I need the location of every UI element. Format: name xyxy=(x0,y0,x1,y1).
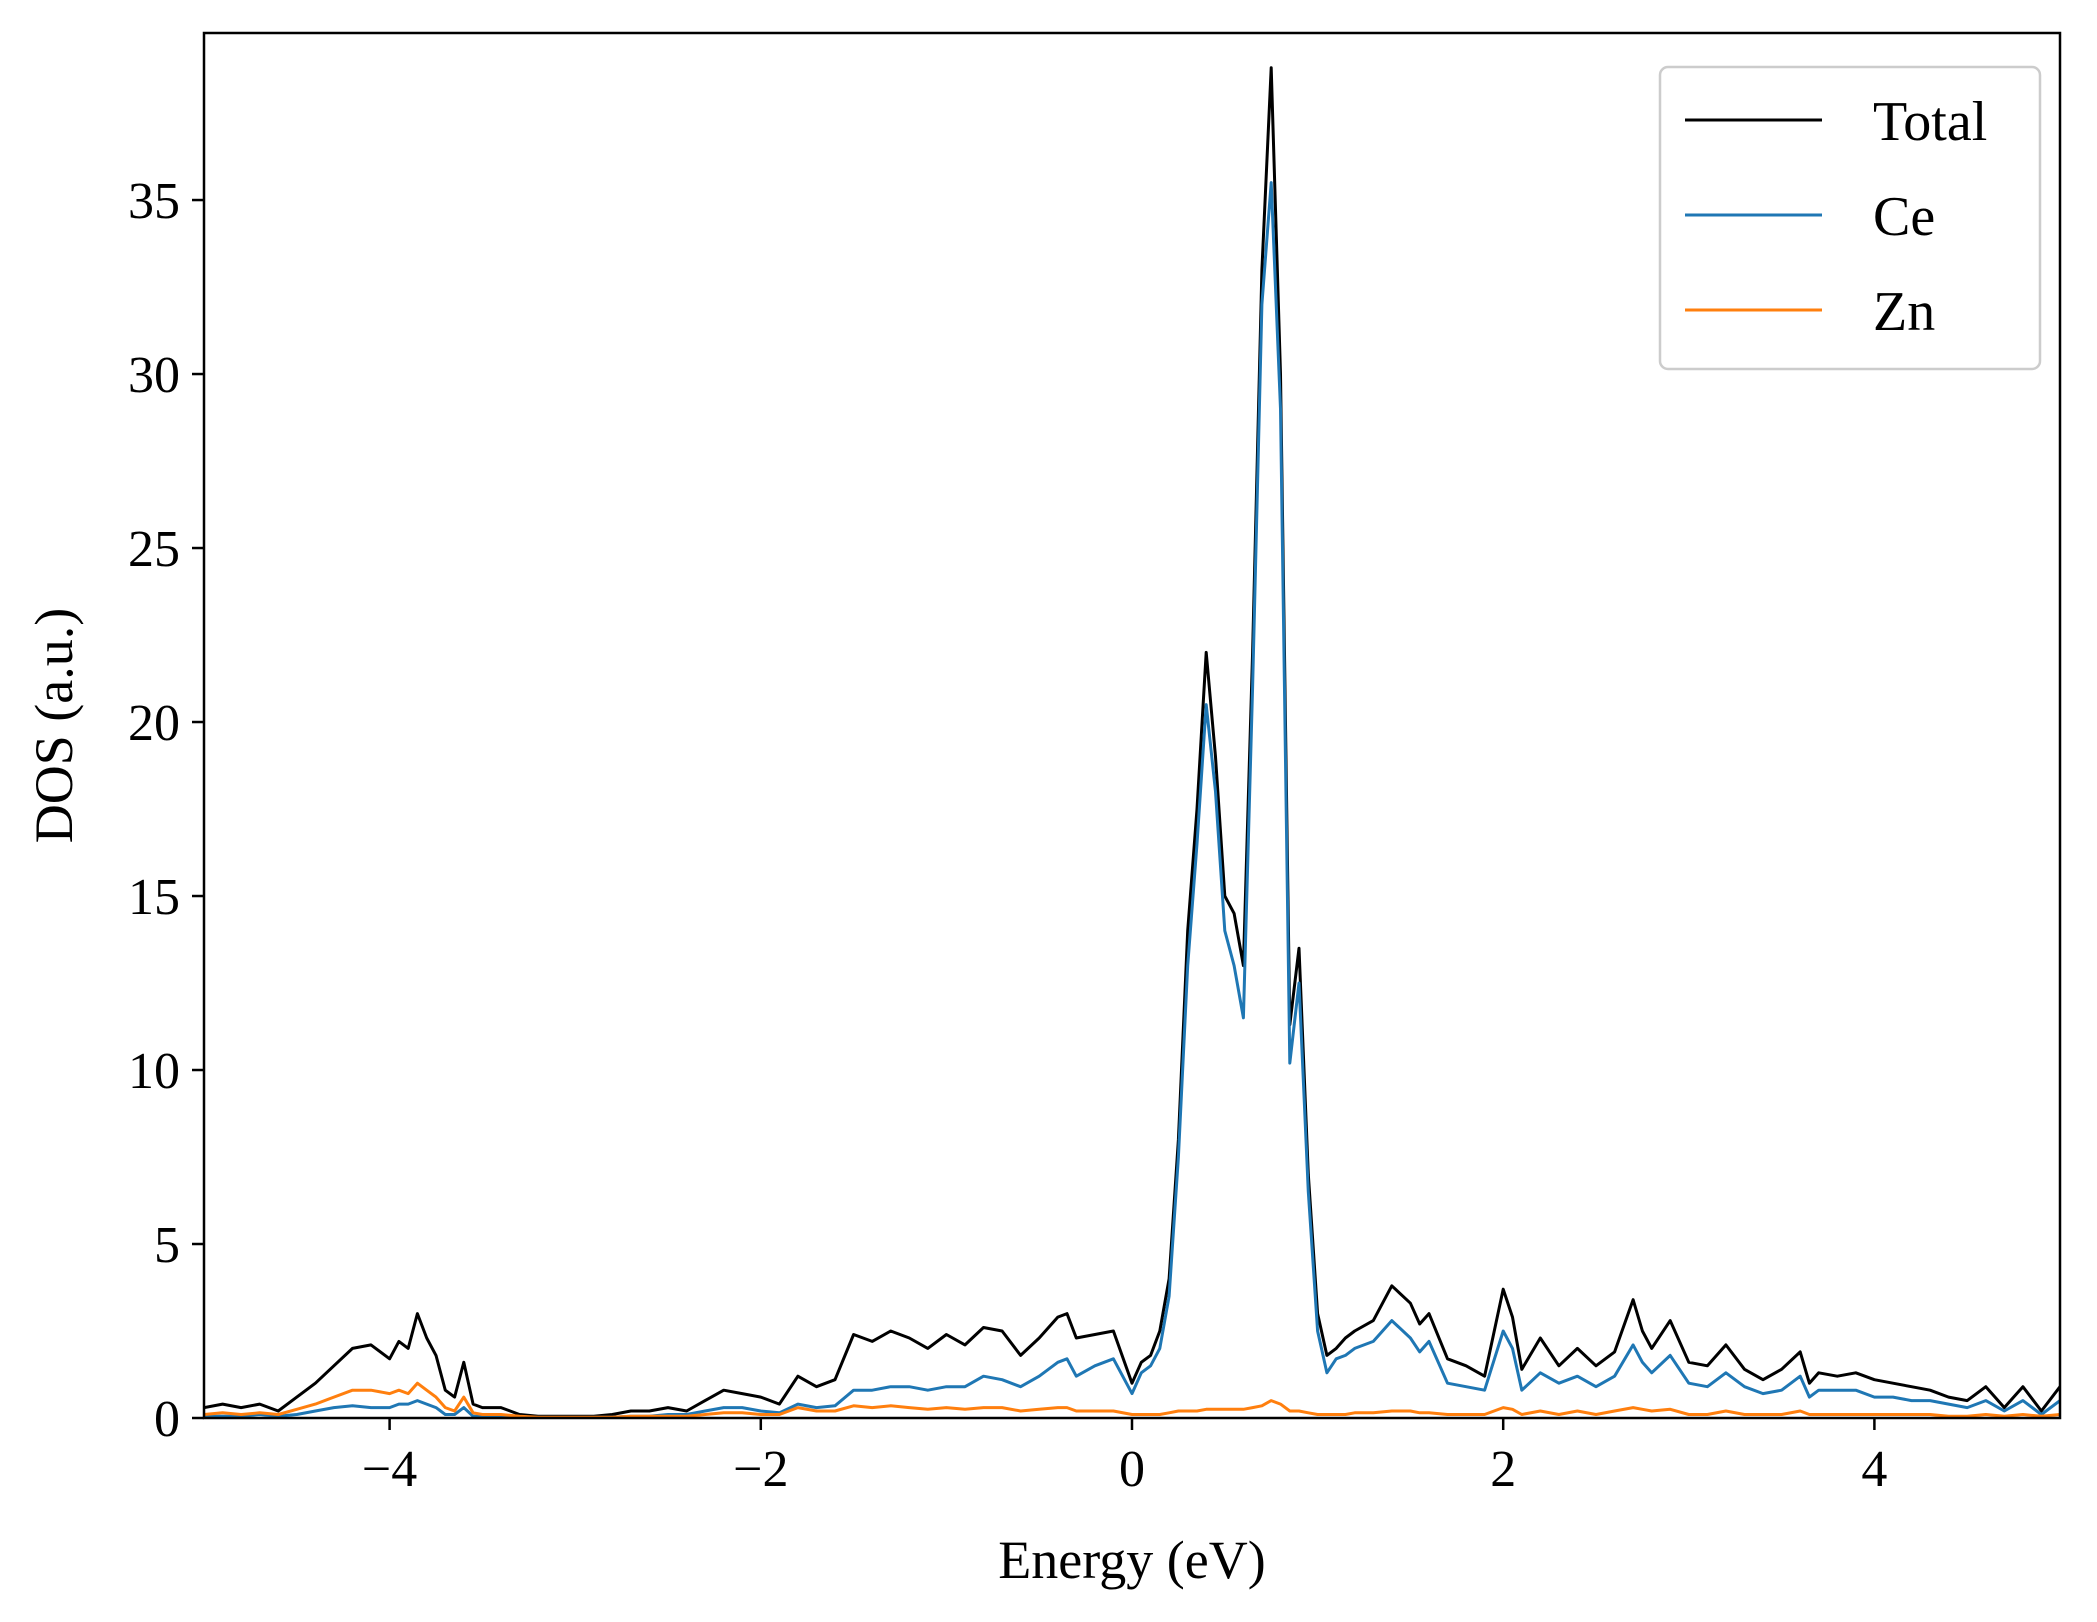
legend-label-total: Total xyxy=(1873,91,1987,153)
x-axis-ticks: −4 −2 0 2 4 xyxy=(362,1418,1887,1498)
legend-box xyxy=(1658,65,2042,371)
x-axis-label: Energy (eV) xyxy=(998,1530,1265,1590)
legend-label-ce: Ce xyxy=(1873,186,1935,248)
y-tick-label: 5 xyxy=(154,1217,180,1274)
x-tick-label: −2 xyxy=(733,1441,788,1498)
legend-items: Total Ce Zn xyxy=(1685,91,1987,343)
y-axis-ticks: 0 5 10 15 20 25 30 35 xyxy=(128,173,204,1448)
x-tick-label: 4 xyxy=(1861,1441,1887,1498)
x-tick-label: −4 xyxy=(362,1441,417,1498)
series-line-zn xyxy=(204,1381,2060,1418)
y-tick-label: 10 xyxy=(128,1043,180,1100)
legend-label-zn: Zn xyxy=(1873,281,1935,343)
y-tick-label: 0 xyxy=(154,1391,180,1448)
series-layer xyxy=(204,66,2060,1418)
y-tick-label: 35 xyxy=(128,173,180,230)
x-tick-label: 0 xyxy=(1119,1441,1145,1498)
y-tick-label: 30 xyxy=(128,347,180,404)
legend: Total Ce Zn xyxy=(1658,65,2042,371)
y-tick-label: 15 xyxy=(128,869,180,926)
y-axis-label: DOS (a.u.) xyxy=(24,608,84,843)
y-tick-label: 20 xyxy=(128,695,180,752)
x-tick-label: 2 xyxy=(1490,1441,1516,1498)
series-line-ce xyxy=(204,181,2060,1418)
y-tick-label: 25 xyxy=(128,521,180,578)
